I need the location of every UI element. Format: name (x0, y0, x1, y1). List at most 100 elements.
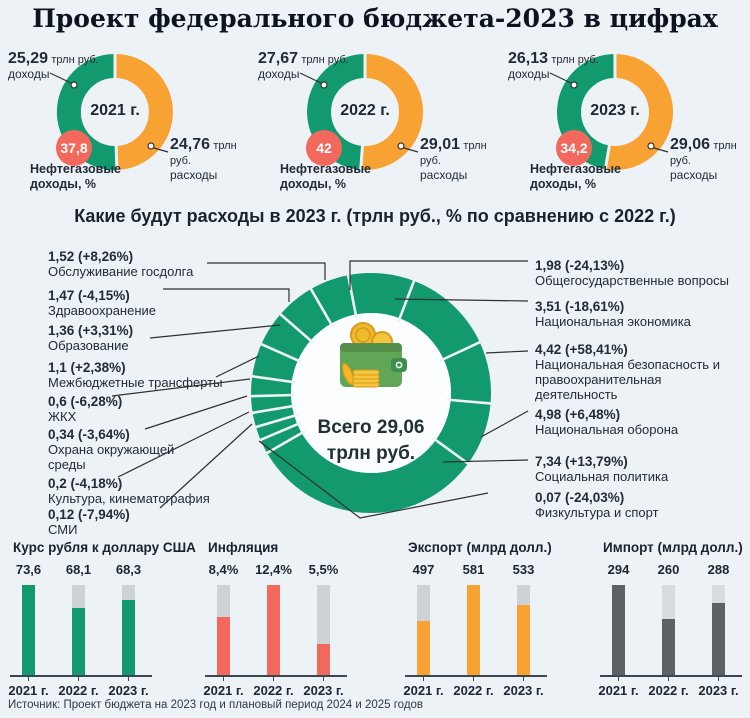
expense-leader-line (153, 147, 169, 153)
bar-year-label: 2023 г. (303, 683, 344, 698)
expense-item-name: Охрана окружающей среды (48, 442, 175, 472)
axis-baseline (405, 675, 547, 677)
bar-track (417, 585, 430, 675)
expense-item-name: Социальная политика (535, 469, 669, 484)
bar-track (712, 585, 725, 675)
expense-item-value: 0,34 (-3,64%) (48, 427, 130, 442)
expense-item-name: Культура, кинематография (48, 491, 210, 506)
income-unit: трлн руб. (551, 54, 599, 66)
expense-item-name: ЖКХ (48, 409, 77, 424)
expenses-segment-gap (251, 413, 299, 430)
expense-item-value: 0,07 (-24,03%) (535, 490, 625, 505)
bar-year-label: 2022 г. (58, 683, 99, 698)
bar-fill (467, 585, 480, 675)
expenses-subtitle: Какие будут расходы в 2023 г. (трлн руб.… (74, 206, 676, 226)
expense-item-value: 7,34 (+13,79%) (535, 454, 628, 469)
axis-tick (618, 677, 619, 681)
expense-item-left-5: 0,34 (-3,64%) Охрана окружающей среды (48, 427, 188, 472)
expense-item-right-5: 0,07 (-24,03%) Физкультура и спорт (535, 490, 740, 520)
expense-item-left-2: 1,36 (+3,31%) Образование (48, 323, 248, 353)
bar-track (317, 585, 330, 675)
expenses-segment-gap (248, 404, 297, 415)
axis-tick (273, 677, 274, 681)
total-line1: Всего 29,06 (317, 417, 425, 438)
expense-item-name: Обслуживание госдолга (48, 264, 194, 279)
expense-item-right-4: 7,34 (+13,79%) Социальная политика (535, 454, 740, 484)
expense-item-name: Образование (48, 338, 129, 353)
income-leader-dot (570, 81, 578, 89)
expense-item-name: Национальная безопасность и правоохранит… (535, 357, 720, 402)
expense-leader-line (394, 298, 529, 302)
expenses-segment-gap (307, 284, 335, 328)
expense-label: 29,06 трлн руб. расходы (670, 137, 750, 183)
bar-fill (612, 585, 625, 675)
income-arc (307, 54, 366, 170)
axis-tick (718, 677, 719, 681)
expense-leader-line (111, 378, 251, 397)
bar-fill (417, 621, 430, 675)
wallet-icon (340, 322, 407, 388)
expenses-segment-gap (257, 341, 303, 364)
expense-leader-dot (397, 142, 405, 150)
expense-unit: трлн руб. (420, 140, 487, 167)
oil-gas-share-caption: Нефтегазовые доходы, % (280, 162, 371, 191)
indicator-title: Импорт (млрд долл.) (603, 540, 743, 555)
expense-leader-dot (647, 142, 655, 150)
expense-arc (605, 54, 673, 170)
expense-arc (360, 54, 424, 170)
income-value: 27,67 (258, 50, 299, 67)
indicator-title: Инфляция (208, 540, 279, 555)
bar-fill (317, 644, 330, 675)
axis-baseline (205, 675, 347, 677)
expense-caption: расходы (670, 168, 718, 182)
axis-tick (473, 677, 474, 681)
expenses-segment-gap (439, 339, 484, 363)
expense-item-value: 0,6 (-6,28%) (48, 394, 123, 409)
bar-value: 533 (512, 562, 535, 577)
segment-gap (114, 142, 119, 174)
income-label: 27,67 трлн руб. доходы (258, 50, 378, 82)
expense-leader-line (149, 324, 281, 339)
bar-year-label: 2021 г. (598, 683, 639, 698)
bar-value: 288 (707, 562, 730, 577)
bar-track (217, 585, 230, 675)
axis-tick (78, 677, 79, 681)
expense-value: 24,76 (170, 136, 211, 153)
bar-fill (712, 603, 725, 675)
indicator-group-2: Экспорт (млрд долл.) 497 2021 г. 581 2022 г.… (403, 535, 595, 698)
bar-value: 260 (657, 562, 680, 577)
expense-item-name: Общегосударственные вопросы (535, 273, 729, 288)
bar-value: 73,6 (15, 562, 42, 577)
segment-gap (358, 142, 365, 173)
bar-value: 581 (462, 562, 485, 577)
indicator-group-1: Инфляция 8,4% 2021 г. 12,4% 2022 г. 5,5% 2023 … (203, 535, 395, 698)
expense-leader-line (159, 423, 253, 509)
indicator-charts-row: Курс рубля к доллару США 73,6 2021 г. 68,1 2… (0, 535, 750, 698)
expense-item-left-3: 1,1 (+2,38%) Межбюджетные трансферты (48, 360, 258, 390)
bar-fill (72, 608, 85, 675)
oil-gas-share-caption: Нефтегазовые доходы, % (30, 162, 121, 191)
indicator-group-3: Импорт (млрд долл.) 294 2021 г. 260 2022 г. 2… (598, 535, 750, 698)
income-leader-line (299, 72, 322, 84)
indicator-title: Курс рубля к доллару США (13, 540, 196, 555)
expense-item-right-0: 1,98 (-24,13%) Общегосударственные вопрос… (535, 258, 740, 288)
oil-gas-share-badge: 42 (306, 130, 342, 166)
year-donut-chart (299, 51, 424, 173)
bar-track (467, 585, 480, 675)
expenses-segment-gap (346, 271, 358, 319)
bar-track (22, 585, 35, 675)
year-donuts-row: 2021 г. 25,29 трлн руб. доходы 24,76 трлн р… (0, 40, 750, 204)
axis-tick (223, 677, 224, 681)
expense-item-value: 0,2 (-4,18%) (48, 476, 123, 491)
income-value: 25,29 (8, 50, 49, 67)
expense-item-left-6: 0,2 (-4,18%) Культура, кинематография (48, 476, 258, 506)
expense-leader-line (653, 147, 669, 153)
expenses-ring-inner (291, 313, 451, 473)
expense-leader-line (144, 395, 248, 430)
income-label: 25,29 трлн руб. доходы (8, 50, 128, 82)
expense-item-right-2: 4,42 (+58,41%) Национальная безопасность … (535, 342, 740, 402)
expense-item-value: 1,36 (+3,31%) (48, 323, 134, 338)
expenses-ring (251, 273, 491, 513)
income-caption: доходы (8, 67, 50, 81)
